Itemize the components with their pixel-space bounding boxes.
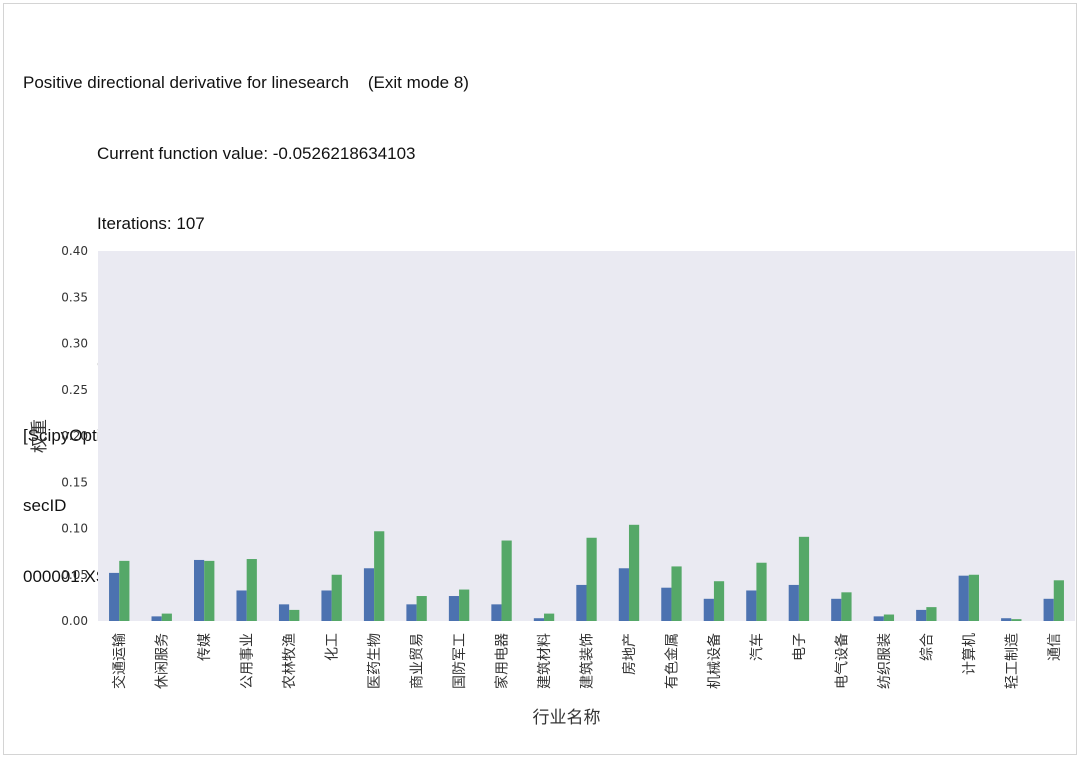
y-tick-label: 0.35 [61,290,88,304]
bar-series-2 [713,581,725,621]
y-tick-label: 0.30 [61,337,88,351]
bar-series-2 [501,540,512,621]
bar-series-1 [831,598,842,621]
x-axis-label: 行业名称 [533,708,601,728]
bar-series-1 [406,604,417,621]
bar-series-2 [968,574,979,621]
bar-series-1 [1001,618,1012,621]
output-cell-frame [3,3,1077,755]
bar-series-2 [544,613,555,621]
bar-series-1 [873,616,884,621]
bar-series-1 [151,616,162,621]
log-line-function-value: Current function value: -0.0526218634103 [97,143,416,163]
bar-series-2 [416,596,427,621]
x-tick-label: 商业贸易 [410,633,426,689]
y-tick-label: 0.05 [61,568,88,582]
x-tick-label: 传媒 [197,633,213,661]
bar-series-1 [788,584,799,621]
x-tick-label: 交通运输 [111,633,128,689]
bar-series-1 [618,568,629,621]
bar-series-2 [926,607,937,621]
x-tick-label: 电子 [792,633,808,661]
bar-series-2 [119,560,130,621]
bar-series-1 [109,572,120,621]
y-tick-label: 0.40 [61,244,88,258]
bar-series-1 [194,559,205,621]
x-tick-label: 休闲服务 [155,633,171,689]
bar-series-1 [703,598,714,621]
bar-series-2 [841,592,852,621]
bar-series-2 [628,524,640,621]
bar-series-2 [883,614,895,621]
x-tick-label: 纺织服装 [877,633,893,689]
bar-series-2 [586,537,597,621]
log-line-secid-header: secID [23,496,67,515]
y-tick-label: 0.15 [61,475,88,489]
bar-series-1 [533,618,545,621]
bar-series-1 [448,596,460,621]
bar-series-2 [204,560,215,621]
x-tick-label: 汽车 [748,633,765,661]
bar-series-1 [576,584,587,621]
bar-series-2 [756,562,767,621]
bar-series-2 [671,566,682,621]
bar-series-2 [374,531,385,621]
y-tick-label: 0.00 [61,614,88,628]
bar-series-2 [798,536,810,621]
bar-series-1 [661,587,672,621]
x-tick-label: 家用电器 [494,633,511,689]
x-tick-label: 机械设备 [706,633,723,689]
bar-series-2 [459,589,470,621]
x-tick-label: 建筑装饰 [580,633,596,689]
x-tick-label: 轻工制造 [1004,633,1020,689]
bar-series-1 [916,609,927,621]
bar-series-2 [1053,580,1064,621]
bar-series-1 [278,604,290,621]
x-tick-label: 有色金属 [663,633,680,689]
bar-series-1 [236,590,247,621]
y-tick-label: 0.10 [61,522,88,536]
bar-series-1 [958,575,969,621]
bar-series-1 [1043,598,1054,621]
x-tick-label: 综合 [919,633,935,661]
bar-series-1 [746,590,757,621]
y-tick-label: 0.25 [61,383,88,397]
bar-series-2 [331,574,342,621]
x-tick-label: 房地产 [622,633,638,675]
bar-series-1 [363,568,375,621]
log-line-exit-mode: Positive directional derivative for line… [23,73,469,92]
y-tick-label: 0.20 [61,429,88,443]
x-tick-label: 计算机 [962,633,978,675]
x-tick-label: 公用事业 [240,633,256,689]
bar-series-2 [1011,619,1022,621]
x-tick-label: 农林牧渔 [282,633,298,689]
log-line-iterations: Iterations: 107 [97,214,205,233]
x-tick-label: 化工 [325,633,341,661]
bar-series-1 [491,604,502,621]
bar-series-2 [289,609,300,621]
x-tick-label: 电气设备 [833,633,850,689]
bar-series-2 [246,559,257,621]
x-tick-label: 国防军工 [452,633,468,689]
x-tick-label: 建筑材料 [537,633,553,689]
bar-series-2 [161,613,172,621]
x-tick-label: 通信 [1047,633,1063,661]
bar-series-1 [321,590,332,621]
x-tick-label: 医药生物 [367,633,383,689]
y-axis-label: 权重 [30,419,50,453]
